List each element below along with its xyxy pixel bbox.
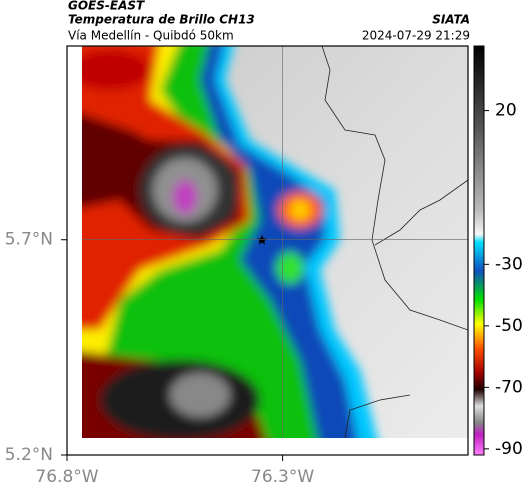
map-frame: [66, 45, 469, 456]
colorbar-tick-label: -50: [495, 316, 523, 336]
satellite-image: [82, 46, 468, 438]
lat-tick-label: 5.7°N: [5, 230, 53, 250]
route: Vía Medellín - Quibdó 50km: [68, 29, 234, 43]
colorbar-tick-label: -70: [495, 377, 523, 397]
lon-tick-label: 76.3°W: [251, 467, 314, 487]
source: SIATA: [432, 13, 470, 27]
timestamp: 2024-07-29 21:29: [362, 29, 470, 43]
colorbar-tick-label: -90: [495, 439, 523, 459]
colorbar-tick-label: -30: [495, 254, 523, 274]
subtitle: Temperatura de Brillo CH13: [68, 13, 255, 27]
title: GOES-EAST: [68, 0, 145, 13]
lat-tick-label: 5.2°N: [5, 445, 53, 465]
colorbar-tick-label: 20: [495, 101, 517, 121]
colorbar: [473, 45, 485, 456]
lon-tick-label: 76.8°W: [35, 467, 98, 487]
